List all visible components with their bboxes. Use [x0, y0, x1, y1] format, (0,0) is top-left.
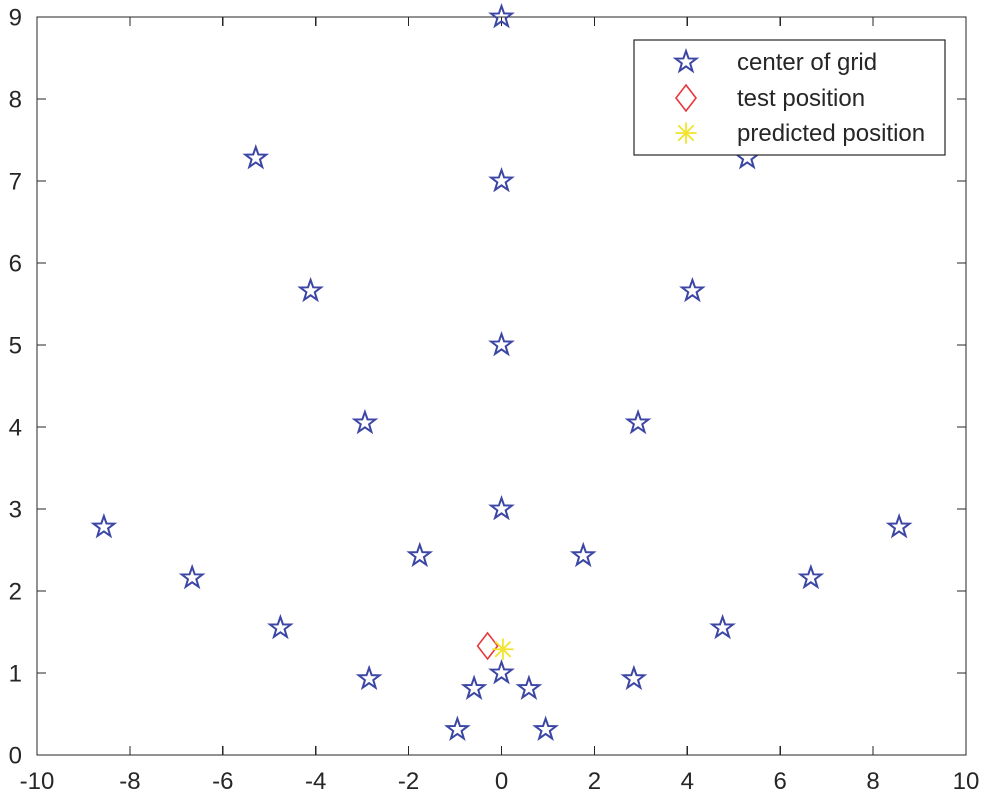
center-of-grid-marker — [515, 674, 543, 700]
legend-label: predicted position — [737, 120, 925, 147]
x-tick-label: -8 — [119, 768, 140, 795]
center-of-grid-marker — [709, 613, 736, 640]
center-of-grid-marker — [460, 674, 488, 700]
legend-label: center of grid — [737, 49, 877, 76]
legend-label: test position — [737, 85, 865, 112]
y-tick-label: 2 — [9, 579, 22, 606]
center-of-grid-marker — [532, 715, 559, 741]
center-of-grid-marker — [297, 276, 324, 303]
center-of-grid-marker — [355, 664, 383, 691]
center-of-grid-marker — [178, 563, 206, 590]
legend: center of grid test position predicted p… — [633, 39, 946, 156]
y-tick-label: 3 — [9, 497, 22, 524]
x-tick-label: 8 — [866, 768, 879, 795]
y-tick-label: 1 — [9, 661, 22, 688]
center-of-grid-marker — [488, 166, 515, 193]
center-of-grid-marker — [242, 143, 270, 170]
center-of-grid-marker — [90, 512, 118, 539]
x-tick-label: -10 — [20, 768, 55, 795]
center-of-grid-marker — [679, 276, 706, 303]
data-markers — [90, 2, 913, 741]
center-of-grid-marker — [351, 408, 379, 435]
legend-entry-predicted-position: predicted position — [675, 120, 925, 147]
center-of-grid-marker — [488, 2, 515, 29]
center-of-grid-marker — [569, 541, 597, 568]
y-tick-label: 0 — [9, 743, 22, 770]
y-tick-label: 7 — [9, 169, 22, 196]
x-tick-label: 0 — [495, 768, 508, 795]
x-tick-label: -6 — [212, 768, 233, 795]
y-tick-label: 6 — [9, 251, 22, 278]
center-of-grid-marker — [488, 494, 515, 521]
center-of-grid-marker — [488, 330, 515, 357]
center-of-grid-marker — [797, 563, 825, 590]
center-of-grid-marker — [624, 408, 652, 435]
test-position-marker — [476, 631, 499, 661]
center-of-grid-marker — [620, 664, 648, 691]
x-tick-label: 6 — [774, 768, 787, 795]
center-of-grid-marker — [444, 715, 471, 741]
x-tick-label: 2 — [588, 768, 601, 795]
y-tick-label: 4 — [9, 415, 22, 442]
center-of-grid-marker — [885, 512, 913, 539]
legend-marker-predicted-position — [675, 122, 697, 144]
x-tick-label: 10 — [953, 768, 980, 795]
plot-frame — [36, 16, 967, 756]
legend-entry-center-of-grid: center of grid — [672, 47, 877, 76]
x-tick-label: -4 — [305, 768, 326, 795]
center-of-grid-marker — [488, 658, 515, 685]
x-tick-label: -2 — [398, 768, 419, 795]
center-of-grid-marker — [267, 613, 294, 640]
y-tick-label: 8 — [9, 87, 22, 114]
center-of-grid-marker — [406, 541, 434, 568]
legend-marker-test-position — [674, 83, 698, 113]
y-tick-label: 5 — [9, 333, 22, 360]
legend-marker-center-of-grid — [672, 47, 700, 74]
legend-entry-test-position: test position — [674, 83, 865, 113]
y-tick-label: 9 — [9, 5, 22, 32]
predicted-position-marker — [491, 638, 514, 661]
x-tick-label: 4 — [681, 768, 694, 795]
axis-tick-labels: -10 -8 -6 -4 -2 0 2 4 6 8 10 0 1 2 3 4 5 6 7 8 9 — [9, 5, 980, 796]
